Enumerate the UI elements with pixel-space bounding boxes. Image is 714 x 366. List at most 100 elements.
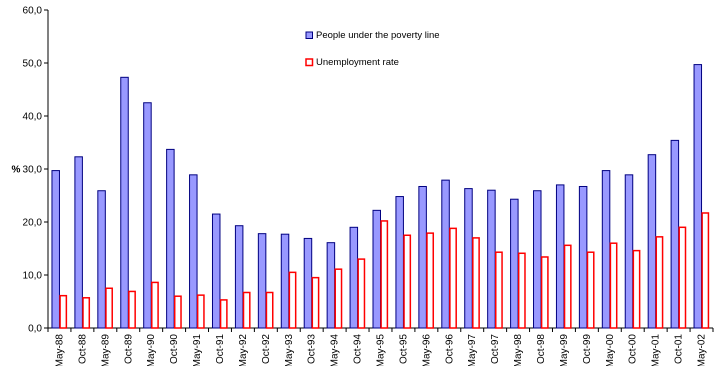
- x-tick-label: May-91: [192, 334, 203, 366]
- x-tick-label: May-90: [146, 334, 157, 366]
- poverty-bar: [601, 170, 611, 329]
- unemployment-bar: [632, 249, 641, 329]
- x-tick-label: Oct-92: [261, 334, 272, 364]
- unemployment-bar: [242, 291, 251, 329]
- unemployment-bar: [196, 294, 205, 329]
- unemployment-bar: [151, 281, 159, 329]
- x-tick-label: Oct-96: [444, 334, 455, 364]
- x-tick-label: Oct-93: [307, 334, 318, 364]
- poverty-bar: [372, 209, 381, 329]
- poverty-bar: [555, 184, 565, 329]
- poverty-bar: [189, 174, 198, 329]
- poverty-bar: [326, 242, 336, 329]
- x-tick-label: May-94: [330, 334, 341, 366]
- x-tick-label: Oct-91: [215, 334, 226, 364]
- y-tick-label: 30,0: [23, 165, 43, 176]
- unemployment-bar: [586, 251, 595, 329]
- unemployment-bar: [105, 287, 113, 329]
- poverty-bar: [303, 237, 313, 329]
- poverty-bar: [441, 179, 450, 329]
- y-tick-label: 0,0: [28, 324, 42, 335]
- y-tick-label: 40,0: [23, 112, 43, 123]
- poverty-bar: [349, 226, 359, 329]
- poverty-bar: [97, 190, 106, 329]
- poverty-bar: [487, 189, 496, 329]
- unemployment-bar: [311, 276, 320, 329]
- unemployment-bar: [701, 212, 710, 329]
- x-tick-label: Oct-98: [536, 334, 547, 364]
- poverty-bar: [578, 185, 588, 329]
- y-tick-label: 20,0: [23, 218, 43, 229]
- x-tick-label: Oct-88: [77, 334, 88, 364]
- y-tick-label: 50,0: [23, 59, 43, 70]
- x-tick-label: Oct-89: [123, 334, 134, 364]
- unemployment-bar: [59, 294, 68, 329]
- x-tick-label: Oct-99: [582, 334, 593, 364]
- legend-label-unemployment: Unemployment rate: [316, 57, 399, 68]
- poverty-bar: [120, 76, 129, 329]
- x-tick-label: May-98: [513, 334, 524, 366]
- poverty-bar: [280, 233, 290, 329]
- unemployment-bar: [517, 252, 526, 329]
- x-tick-label: Oct-90: [169, 334, 180, 364]
- x-tick-label: May-00: [605, 334, 616, 366]
- legend-label-poverty: People under the poverty line: [316, 30, 440, 41]
- unemployment-bar: [495, 251, 503, 329]
- unemployment-bar: [563, 244, 572, 329]
- x-tick-label: Oct-01: [674, 334, 685, 364]
- unemployment-bar: [173, 295, 182, 329]
- y-tick-label: 60,0: [23, 6, 43, 17]
- x-tick-label: May-89: [100, 334, 111, 366]
- x-tick-label: May-92: [238, 334, 249, 366]
- poverty-bar: [143, 102, 152, 329]
- unemployment-bar: [82, 297, 91, 329]
- x-tick-label: Oct-97: [490, 334, 501, 364]
- poverty-bar: [211, 213, 221, 329]
- unemployment-bar: [609, 242, 618, 329]
- legend-swatch-poverty: [305, 31, 313, 39]
- legend-swatch-unemployment: [305, 58, 314, 67]
- poverty-bar: [533, 190, 542, 329]
- x-tick-label: Oct-94: [353, 334, 364, 364]
- poverty-bar: [234, 225, 244, 329]
- unemployment-bar: [128, 290, 136, 329]
- x-tick-label: May-95: [376, 334, 387, 366]
- y-tick-label: 10,0: [23, 271, 43, 282]
- poverty-bar: [670, 139, 680, 329]
- poverty-bar: [510, 198, 519, 329]
- x-tick-label: May-01: [651, 334, 662, 366]
- legend: People under the poverty line Unemploymen…: [305, 30, 440, 68]
- poverty-bar: [418, 185, 427, 329]
- x-tick-label: Oct-00: [628, 334, 639, 364]
- x-tick-label: May-96: [421, 334, 432, 366]
- poverty-bar: [257, 233, 267, 329]
- poverty-bar: [624, 174, 634, 329]
- unemployment-bar: [655, 236, 664, 329]
- y-axis-label: %: [12, 165, 21, 176]
- poverty-bar: [74, 156, 83, 329]
- poverty-bar: [647, 154, 657, 329]
- unemployment-bar: [426, 232, 435, 329]
- unemployment-bar: [678, 226, 687, 329]
- x-tick-label: Oct-95: [398, 334, 409, 364]
- unemployment-bar: [334, 268, 343, 329]
- poverty-bar: [395, 196, 404, 329]
- x-tick-label: May-99: [559, 334, 570, 366]
- unemployment-bar: [540, 256, 549, 329]
- unemployment-bar: [219, 299, 228, 329]
- x-tick-label: May-93: [284, 334, 295, 366]
- unemployment-bar: [449, 227, 457, 329]
- poverty-bar: [166, 148, 175, 329]
- unemployment-bar: [357, 258, 366, 329]
- unemployment-bar: [403, 234, 412, 329]
- poverty-bar: [464, 188, 473, 329]
- x-tick-label: May-88: [54, 334, 65, 366]
- unemployment-bar: [380, 220, 389, 329]
- unemployment-bar: [265, 291, 274, 329]
- plot-area: 0,0 10,0 20,0 30,0 40,0 50,0 60,0 May-88 Oct-88 M…: [23, 6, 714, 366]
- poverty-bar: [51, 170, 60, 329]
- unemployment-bar: [472, 237, 480, 329]
- x-tick-label: May-97: [467, 334, 478, 366]
- poverty-bar: [693, 64, 703, 329]
